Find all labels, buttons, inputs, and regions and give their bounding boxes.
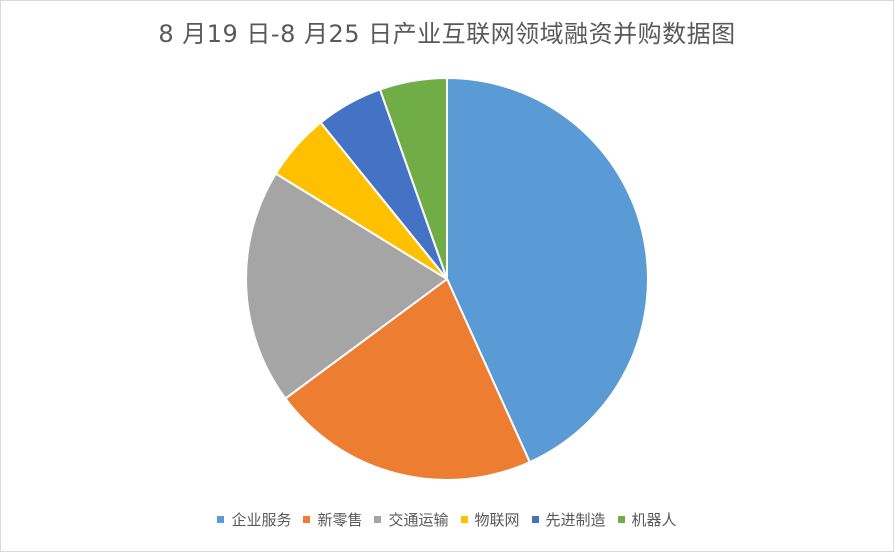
chart-title: 8 月19 日-8 月25 日产业互联网领域融资并购数据图 (158, 20, 736, 48)
legend-swatch (617, 516, 625, 523)
legend-label: 新零售 (317, 511, 363, 529)
legend-swatch (460, 516, 468, 523)
legend-swatch (531, 516, 539, 523)
pie-slice-5 (379, 77, 448, 280)
legend-label: 机器人 (631, 511, 677, 529)
pie-slice-0 (446, 77, 649, 464)
legend-swatch (374, 516, 382, 523)
legend-label: 先进制造 (545, 511, 606, 529)
legend-item-3: 物联网 (460, 509, 520, 530)
pie-slice-1 (284, 278, 531, 481)
legend: 企业服务 新零售 交通运输 物联网 先进制造 机器人 (0, 509, 894, 530)
legend-label: 交通运输 (388, 511, 449, 529)
legend-label: 物联网 (474, 511, 520, 529)
pie-slices (245, 77, 649, 481)
legend-item-1: 新零售 (303, 509, 362, 530)
legend-item-0: 企业服务 (217, 509, 291, 530)
legend-swatch (303, 516, 311, 523)
legend-item-4: 先进制造 (531, 509, 606, 530)
legend-swatch (217, 516, 225, 523)
legend-item-2: 交通运输 (374, 509, 449, 530)
legend-item-5: 机器人 (617, 509, 677, 530)
legend-label: 企业服务 (231, 511, 292, 529)
pie-slice-2 (245, 172, 448, 400)
